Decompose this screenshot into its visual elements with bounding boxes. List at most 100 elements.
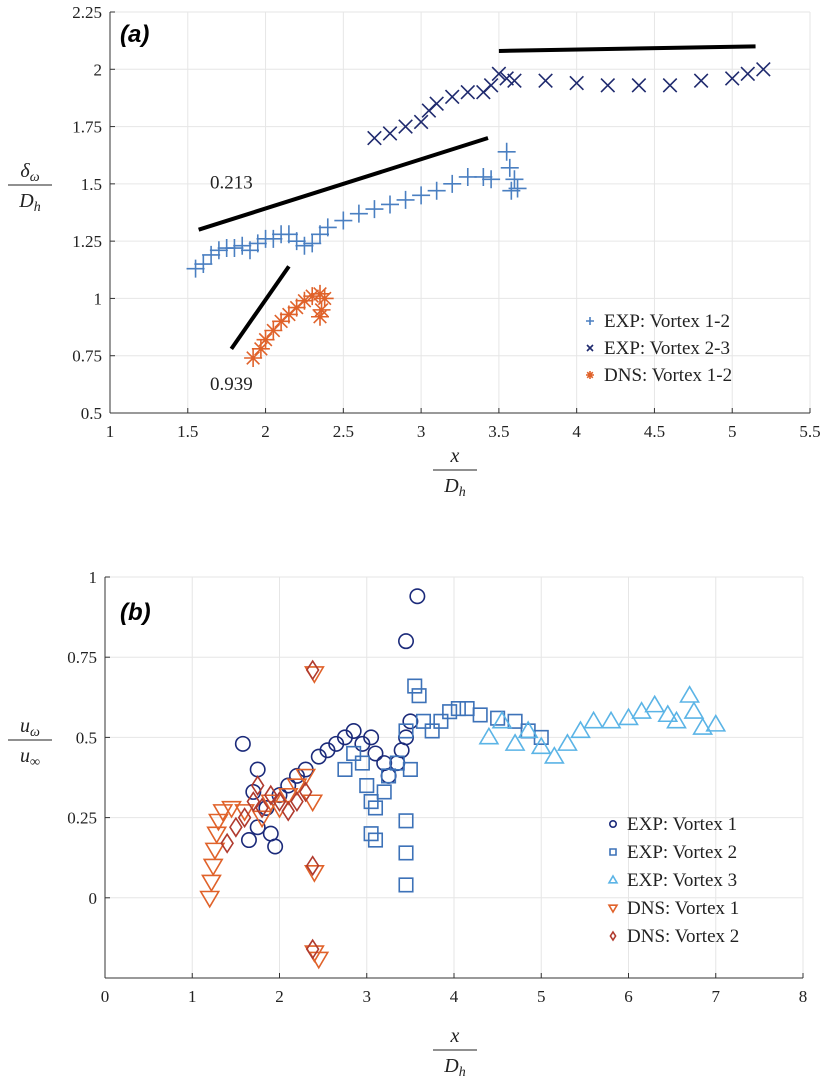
legend-entry: EXP: Vortex 1 — [608, 814, 737, 835]
data-point — [381, 195, 399, 214]
legend-label: DNS: Vortex 1 — [627, 898, 739, 919]
y-tick-label: 1.5 — [81, 175, 102, 194]
data-point — [249, 761, 266, 778]
data-point — [398, 877, 414, 893]
data-point — [304, 865, 325, 883]
data-point — [212, 804, 234, 822]
slope-line — [229, 265, 291, 350]
denominator-symbol: u — [20, 745, 30, 767]
y-tick-label: 0.75 — [72, 347, 102, 366]
data-point — [557, 733, 578, 751]
data-point — [345, 722, 362, 739]
data-point — [359, 777, 375, 794]
data-point — [460, 84, 476, 100]
data-point — [194, 255, 213, 274]
data-point — [287, 232, 306, 251]
legend-label: DNS: Vortex 2 — [627, 926, 739, 947]
data-point — [409, 588, 426, 605]
data-point — [305, 659, 320, 681]
data-point — [186, 259, 205, 278]
data-point — [662, 78, 678, 93]
data-point — [199, 890, 221, 909]
y-tick-label: 1 — [89, 568, 98, 587]
legend-marker — [586, 344, 594, 352]
series-diamond — [220, 659, 320, 960]
y-tick-label: 2 — [94, 60, 103, 79]
data-point — [693, 73, 709, 89]
data-point — [398, 723, 414, 739]
denominator-symbol: D — [18, 190, 34, 212]
data-point — [234, 735, 251, 752]
data-point — [246, 791, 261, 813]
data-point — [225, 239, 244, 258]
data-point — [256, 330, 275, 349]
legend-label: EXP: Vortex 2-3 — [604, 338, 730, 359]
data-point — [234, 804, 255, 822]
y-tick-label: 0.5 — [76, 728, 97, 747]
legend-entry: DNS: Vortex 1-2 — [586, 365, 732, 386]
data-point — [318, 218, 337, 237]
x-axis-label: xDh — [433, 445, 477, 500]
x-tick-label: 4 — [572, 422, 581, 441]
data-point — [337, 761, 353, 778]
series-triangle-down — [199, 666, 330, 970]
data-point — [279, 305, 298, 324]
data-point — [363, 826, 379, 842]
y-tick-label: 1 — [94, 289, 103, 308]
x-tick-label: 4.5 — [644, 422, 665, 441]
slope-line — [498, 44, 756, 53]
series-square — [337, 678, 549, 893]
denominator-subscript: h — [34, 200, 41, 215]
data-point — [363, 794, 379, 810]
y-tick-label: 0.5 — [81, 404, 102, 423]
data-point — [402, 713, 419, 730]
data-point — [249, 819, 266, 836]
series-triangle-up — [478, 685, 727, 764]
data-point — [411, 688, 427, 704]
data-point — [600, 78, 616, 93]
x-tick-label: 5.5 — [799, 422, 820, 441]
y-axis-label-denominator: u∞ — [20, 745, 40, 770]
legend-entry: EXP: Vortex 1-2 — [586, 311, 730, 332]
data-point — [679, 685, 700, 703]
data-point — [305, 855, 320, 877]
x-tick-label: 4 — [450, 987, 459, 1006]
data-point — [264, 321, 283, 340]
data-point — [221, 800, 242, 819]
numerator-symbol: x — [450, 1025, 460, 1047]
data-point — [250, 775, 265, 796]
data-point — [413, 114, 429, 130]
legend-label: EXP: Vortex 1-2 — [604, 311, 730, 332]
data-point — [305, 938, 320, 960]
series-asterisk — [244, 284, 334, 368]
data-point — [295, 768, 317, 787]
data-point — [538, 73, 553, 89]
data-point — [491, 710, 513, 729]
data-point — [280, 777, 297, 794]
data-point — [483, 78, 499, 93]
slope-annotation: 0.213 — [210, 172, 253, 193]
x-tick-label: 5 — [537, 987, 546, 1006]
legend-marker — [586, 317, 594, 325]
data-point — [303, 287, 322, 306]
data-point — [376, 784, 392, 800]
x-tick-label: 0 — [101, 987, 110, 1006]
data-point — [229, 816, 243, 838]
x-tick-label: 7 — [712, 987, 721, 1006]
x-tick-label: 2.5 — [333, 422, 354, 441]
data-point — [290, 791, 304, 813]
data-point — [208, 813, 229, 832]
slope-line — [198, 136, 489, 232]
x-tick-label: 1 — [106, 422, 115, 441]
data-point — [533, 729, 549, 745]
data-point — [365, 200, 384, 219]
data-point — [505, 170, 524, 189]
data-point — [380, 767, 397, 784]
legend-label: EXP: Vortex 3 — [627, 870, 737, 891]
data-point — [311, 307, 329, 326]
denominator-symbol: D — [443, 475, 459, 497]
data-point — [311, 225, 329, 244]
data-point — [241, 241, 259, 260]
